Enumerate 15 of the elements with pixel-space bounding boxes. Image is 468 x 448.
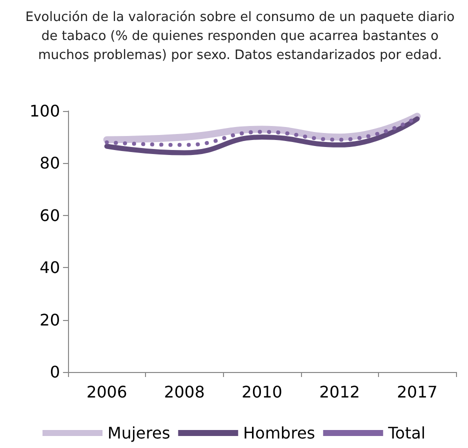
legend-label: Mujeres xyxy=(108,424,170,442)
x-tick-label: 2010 xyxy=(242,382,282,402)
legend-label: Hombres xyxy=(243,424,316,442)
x-tick-label: 2008 xyxy=(164,382,205,402)
y-tick-label: 40 xyxy=(40,258,60,278)
y-tick-label: 100 xyxy=(29,102,60,120)
x-tick-label: 2006 xyxy=(86,382,128,402)
y-tick-label: 80 xyxy=(40,154,60,173)
chart-title: Evolución de la valoración sobre el consumo de un paquete diario de tabaco (% de quienes responden que acarrea bastantes o muchos problemas) por sexo. Datos estandarizados por edad. xyxy=(24,9,456,65)
y-tick-label: 60 xyxy=(40,206,60,225)
y-tick-label: 20 xyxy=(40,310,60,330)
legend-label: Total xyxy=(387,424,426,442)
x-tick-label: 2012 xyxy=(319,382,360,402)
x-tick-label: 2017 xyxy=(396,382,438,402)
y-tick-label: 0 xyxy=(50,362,60,382)
